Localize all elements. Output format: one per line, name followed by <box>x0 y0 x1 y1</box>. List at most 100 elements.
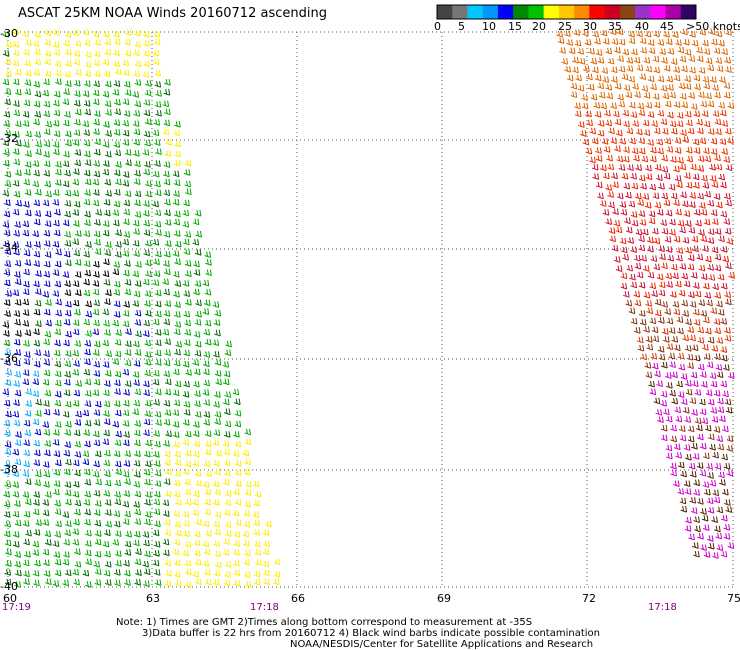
wind-barb <box>657 39 665 46</box>
wind-barb <box>679 163 687 171</box>
wind-barb <box>707 100 715 108</box>
wind-barb <box>122 409 130 417</box>
wind-barb <box>153 31 160 38</box>
wind-barb <box>134 60 142 68</box>
wind-barb <box>660 219 667 227</box>
wind-barb <box>85 558 92 566</box>
wind-barb <box>597 57 605 64</box>
lat-label-30: -30 <box>0 27 18 40</box>
wind-barb <box>92 389 100 397</box>
wind-barb <box>670 128 678 135</box>
wind-barb <box>123 389 130 396</box>
wind-barb <box>591 137 599 145</box>
wind-barb <box>84 540 92 547</box>
wind-barb <box>53 488 60 496</box>
wind-barb <box>14 260 22 267</box>
wind-barb <box>698 67 706 74</box>
wind-barb <box>671 336 679 343</box>
wind-barb <box>172 271 180 278</box>
wind-barb <box>83 289 91 297</box>
wind-barb <box>102 58 110 66</box>
wind-barb <box>172 421 180 428</box>
time-label-left: 17:19 <box>2 602 31 613</box>
wind-barb <box>35 519 42 526</box>
wind-barb <box>133 539 140 547</box>
wind-barb <box>658 353 666 361</box>
wind-barb <box>182 280 190 287</box>
wind-barb <box>183 409 191 416</box>
wind-barb <box>94 568 102 576</box>
wind-barb <box>73 90 81 98</box>
wind-barb <box>143 380 150 388</box>
wind-barb <box>626 264 633 272</box>
wind-barb <box>645 173 653 181</box>
wind-barb <box>203 419 211 426</box>
wind-barb <box>24 478 32 486</box>
wind-barb <box>637 344 645 352</box>
wind-barb <box>93 409 101 416</box>
wind-barb <box>122 238 130 246</box>
wind-barb <box>713 193 721 200</box>
wind-barb <box>84 159 92 167</box>
wind-barb <box>173 311 181 318</box>
wind-barb <box>193 530 201 538</box>
wind-barb <box>182 221 190 228</box>
wind-barb <box>656 174 663 181</box>
wind-barb <box>619 237 627 245</box>
wind-barb <box>702 39 709 47</box>
wind-barb <box>723 533 731 540</box>
wind-barb <box>72 139 80 146</box>
wind-barb <box>84 108 92 116</box>
wind-barb <box>682 310 690 317</box>
wind-barb <box>184 541 192 548</box>
wind-barb <box>656 209 664 216</box>
wind-barb <box>114 479 122 487</box>
wind-barb <box>173 190 180 197</box>
wind-barb <box>667 48 675 55</box>
wind-barb <box>92 89 100 97</box>
wind-barb <box>707 337 715 344</box>
wind-barb <box>710 148 718 155</box>
wind-barb <box>182 549 190 557</box>
wind-barb <box>202 520 210 528</box>
wind-barb <box>72 238 80 246</box>
wind-barb <box>665 209 673 217</box>
wind-barb <box>723 92 731 99</box>
wind-barb <box>63 468 71 476</box>
wind-barb <box>5 548 12 556</box>
wind-barb <box>154 180 161 188</box>
wind-barb <box>114 550 122 557</box>
wind-barb <box>720 282 728 290</box>
wind-barb <box>113 200 121 208</box>
wind-barb <box>2 388 10 396</box>
wind-barb <box>587 83 595 91</box>
wind-barb <box>103 429 110 437</box>
wind-barb <box>213 401 220 408</box>
wind-barb <box>675 39 682 47</box>
wind-barb <box>62 98 70 106</box>
wind-barb <box>73 249 81 257</box>
wind-barb <box>194 350 202 357</box>
wind-barb <box>4 349 12 356</box>
wind-barb <box>4 58 12 66</box>
wind-barb <box>115 560 122 567</box>
legend-swatch <box>482 5 499 19</box>
wind-barb <box>682 237 690 244</box>
wind-barb <box>82 90 90 98</box>
wind-barb <box>162 128 170 136</box>
wind-barb <box>214 329 221 337</box>
wind-barb <box>134 160 141 168</box>
wind-barb <box>85 529 92 537</box>
wind-barb <box>678 82 686 90</box>
wind-barb <box>45 539 52 546</box>
wind-barb <box>592 31 600 38</box>
wind-barb <box>685 182 693 189</box>
wind-barb <box>14 278 22 286</box>
wind-barb <box>153 550 160 557</box>
wind-barb <box>53 229 61 237</box>
wind-barb <box>606 154 613 162</box>
legend-swatch <box>513 5 529 19</box>
wind-barb <box>122 98 130 106</box>
wind-barb <box>184 581 192 588</box>
wind-barb <box>691 344 699 352</box>
